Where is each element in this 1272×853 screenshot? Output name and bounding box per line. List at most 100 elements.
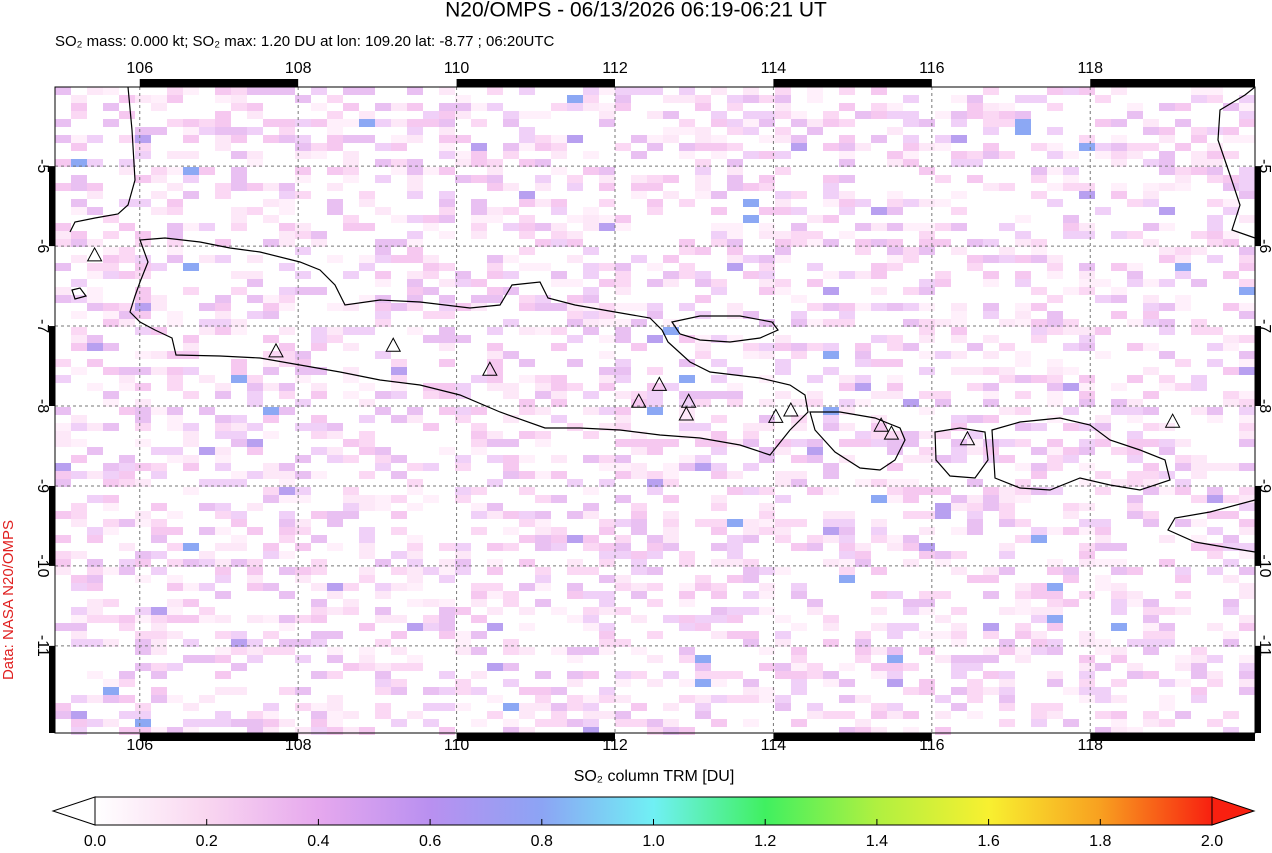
background-pixel	[1223, 559, 1239, 567]
background-pixel	[567, 671, 583, 679]
background-pixel	[903, 543, 919, 551]
background-pixel	[1063, 599, 1079, 607]
background-pixel	[327, 447, 343, 455]
background-pixel	[231, 207, 247, 215]
background-pixel	[407, 191, 423, 199]
background-pixel	[823, 511, 839, 519]
background-pixel	[1127, 439, 1143, 447]
background-pixel	[631, 431, 647, 439]
background-pixel	[327, 655, 343, 663]
background-pixel	[1095, 207, 1111, 215]
background-pixel	[135, 263, 151, 271]
background-pixel	[551, 327, 567, 335]
background-pixel	[967, 255, 983, 263]
background-pixel	[663, 319, 679, 327]
background-pixel	[439, 263, 455, 271]
background-pixel	[359, 535, 375, 543]
background-pixel	[1143, 311, 1159, 319]
background-pixel	[103, 471, 119, 479]
background-pixel	[327, 727, 343, 735]
background-pixel	[1175, 655, 1191, 663]
background-pixel	[1127, 599, 1143, 607]
colorbar-under	[51, 796, 96, 826]
background-pixel	[679, 463, 695, 471]
background-pixel	[903, 287, 919, 295]
background-pixel	[135, 287, 151, 295]
background-pixel	[967, 575, 983, 583]
background-pixel	[727, 127, 743, 135]
background-pixel	[1239, 487, 1255, 495]
background-pixel	[679, 559, 695, 567]
background-pixel	[1207, 567, 1223, 575]
background-pixel	[791, 663, 807, 671]
background-pixel	[455, 151, 471, 159]
x-tick-label: 116	[919, 60, 945, 77]
volcano	[86, 246, 103, 262]
background-pixel	[727, 631, 743, 639]
coastline-flores	[1167, 499, 1256, 553]
background-pixel	[519, 407, 535, 415]
background-pixel	[935, 551, 951, 559]
background-pixel	[503, 207, 519, 215]
background-pixel	[231, 519, 247, 527]
background-pixel	[1031, 191, 1047, 199]
background-pixel	[439, 127, 455, 135]
background-pixel	[1239, 623, 1255, 631]
background-pixel	[647, 439, 663, 447]
background-pixel	[327, 703, 343, 711]
background-pixel	[407, 183, 423, 191]
background-pixel	[87, 599, 103, 607]
background-pixel	[1047, 615, 1063, 623]
background-pixel	[1143, 223, 1159, 231]
background-pixel	[871, 431, 887, 439]
background-pixel	[743, 271, 759, 279]
background-pixel	[727, 535, 743, 543]
background-pixel	[519, 127, 535, 135]
background-pixel	[615, 87, 631, 95]
background-pixel	[823, 119, 839, 127]
background-pixel	[903, 487, 919, 495]
background-pixel	[71, 199, 87, 207]
background-pixel	[87, 615, 103, 623]
background-pixel	[407, 247, 423, 255]
background-pixel	[727, 95, 743, 103]
background-pixel	[1191, 687, 1207, 695]
background-pixel	[263, 295, 279, 303]
background-pixel	[839, 271, 855, 279]
background-pixel	[1239, 263, 1255, 271]
background-pixel	[455, 567, 471, 575]
background-pixel	[215, 527, 231, 535]
background-pixel	[295, 687, 311, 695]
y-tick-label: -6	[1256, 239, 1272, 253]
background-pixel	[583, 607, 599, 615]
background-pixel	[775, 663, 791, 671]
background-pixel	[71, 415, 87, 423]
background-pixel	[855, 631, 871, 639]
background-pixel	[759, 607, 775, 615]
background-pixel	[1127, 447, 1143, 455]
background-pixel	[1079, 639, 1095, 647]
background-pixel	[87, 383, 103, 391]
background-pixel	[231, 471, 247, 479]
background-pixel	[919, 407, 935, 415]
background-pixel	[1127, 399, 1143, 407]
background-pixel	[663, 127, 679, 135]
background-pixel	[407, 327, 423, 335]
background-pixel	[1079, 551, 1095, 559]
background-pixel	[1143, 719, 1159, 727]
background-pixel	[1207, 215, 1223, 223]
coastline-java	[129, 237, 809, 456]
background-pixel	[407, 175, 423, 183]
background-pixel	[887, 383, 903, 391]
background-pixel	[135, 647, 151, 655]
background-pixel	[727, 543, 743, 551]
background-pixel	[375, 295, 391, 303]
background-pixel	[1239, 679, 1255, 687]
background-pixel	[679, 583, 695, 591]
background-pixel	[215, 319, 231, 327]
background-pixel	[999, 551, 1015, 559]
background-pixel	[375, 663, 391, 671]
background-pixel	[791, 479, 807, 487]
background-pixel	[1031, 591, 1047, 599]
background-pixel	[791, 351, 807, 359]
